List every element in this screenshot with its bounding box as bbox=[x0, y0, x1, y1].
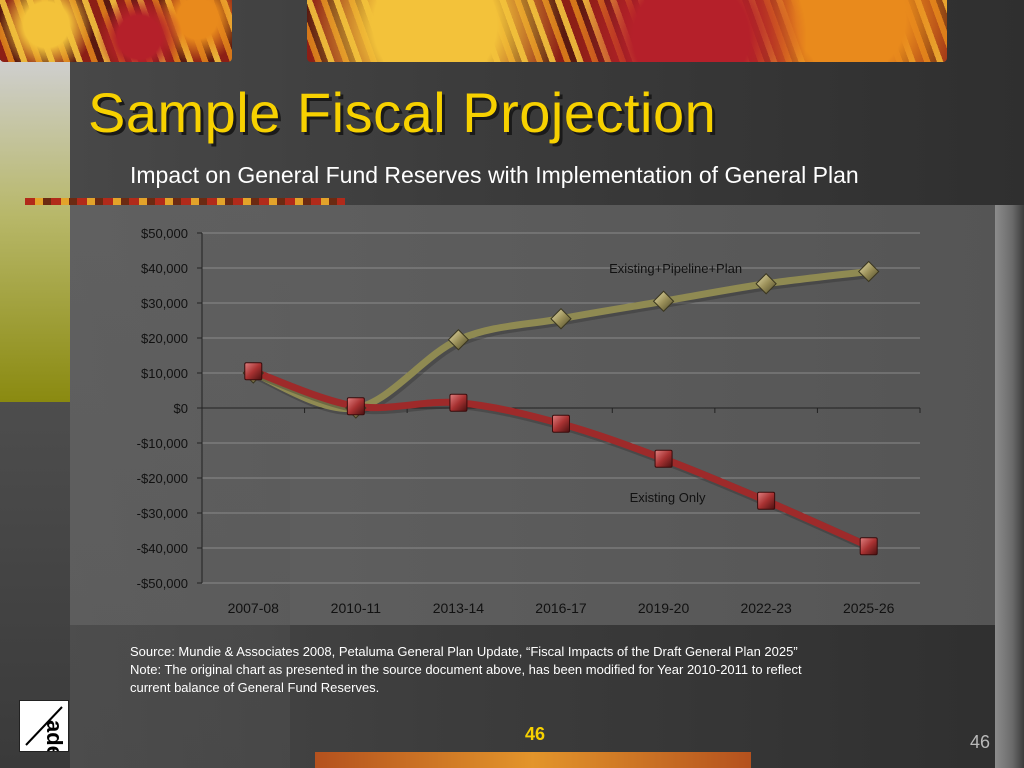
data-point-diamond bbox=[652, 290, 675, 312]
chart-axes: $50,000 $40,000 $30,000 $20,000 $10,000 $0 -$1… bbox=[137, 226, 921, 616]
y-tick-label: -$30,000 bbox=[137, 506, 188, 521]
slide-title: Sample Fiscal Projection bbox=[88, 81, 717, 144]
data-point-square bbox=[449, 393, 468, 412]
x-tick-label: 2022-23 bbox=[740, 600, 792, 616]
data-point-diamond bbox=[447, 329, 470, 351]
data-point-square bbox=[552, 414, 570, 433]
data-point-square bbox=[654, 449, 673, 468]
header-decorative-image-left bbox=[0, 0, 232, 62]
source-line-1: Source: Mundie & Associates 2008, Petalu… bbox=[130, 644, 798, 659]
bottom-decorative-bar bbox=[315, 752, 751, 768]
x-tick-label: 2019-20 bbox=[638, 600, 690, 616]
slide-subtitle: Impact on General Fund Reserves with Imp… bbox=[130, 162, 859, 188]
data-point-square bbox=[244, 362, 263, 381]
series-line-existing-only bbox=[249, 367, 873, 550]
data-point-diamond bbox=[550, 308, 572, 330]
left-accent-band bbox=[0, 60, 70, 402]
series-label-existing-pipeline-plan: Existing+Pipeline+Plan bbox=[609, 261, 742, 276]
y-tick-label: -$20,000 bbox=[137, 471, 188, 486]
source-line-3: current balance of General Fund Reserves… bbox=[130, 680, 380, 695]
x-tick-label: 2007-08 bbox=[228, 600, 280, 616]
data-point-diamond bbox=[755, 273, 777, 295]
chart-series-labels: Existing+Pipeline+Plan Existing Only bbox=[609, 261, 742, 505]
title-decorative-stripe bbox=[25, 198, 345, 205]
y-tick-label: $50,000 bbox=[141, 226, 188, 241]
y-tick-label: $10,000 bbox=[141, 366, 188, 381]
y-tick-label: $30,000 bbox=[141, 296, 188, 311]
data-point-square bbox=[346, 397, 365, 416]
x-tick-label: 2010-11 bbox=[331, 600, 382, 616]
data-point-square bbox=[757, 491, 776, 510]
series-label-existing-only: Existing Only bbox=[630, 490, 706, 505]
y-tick-label: -$50,000 bbox=[137, 576, 188, 591]
page-number-center: 46 bbox=[524, 724, 546, 744]
ade-logo: ade bbox=[19, 700, 69, 752]
y-tick-label: -$40,000 bbox=[137, 541, 188, 556]
page-number-right: 46 bbox=[969, 732, 990, 752]
y-tick-label: $40,000 bbox=[141, 261, 188, 276]
series-line-existing-pipeline-plan-shadow bbox=[253, 269, 872, 416]
source-line-2: Note: The original chart as presented in… bbox=[130, 662, 802, 677]
data-point-square bbox=[859, 537, 878, 556]
y-tick-label: $20,000 bbox=[141, 331, 188, 346]
x-tick-label: 2013-14 bbox=[433, 600, 485, 616]
y-tick-label: -$10,000 bbox=[137, 436, 188, 451]
data-point-diamond bbox=[858, 260, 880, 283]
x-tick-label: 2016-17 bbox=[535, 600, 587, 616]
x-tick-label: 2025-26 bbox=[843, 600, 895, 616]
header-decorative-image-right bbox=[307, 0, 947, 62]
source-note: Source: Mundie & Associates 2008, Petalu… bbox=[130, 643, 910, 697]
chart-panel-shadow bbox=[70, 205, 290, 768]
chart-markers bbox=[242, 260, 880, 556]
right-edge-shade bbox=[995, 205, 1024, 768]
y-tick-label: $0 bbox=[174, 401, 188, 416]
series-line-existing-pipeline-plan bbox=[249, 268, 873, 413]
